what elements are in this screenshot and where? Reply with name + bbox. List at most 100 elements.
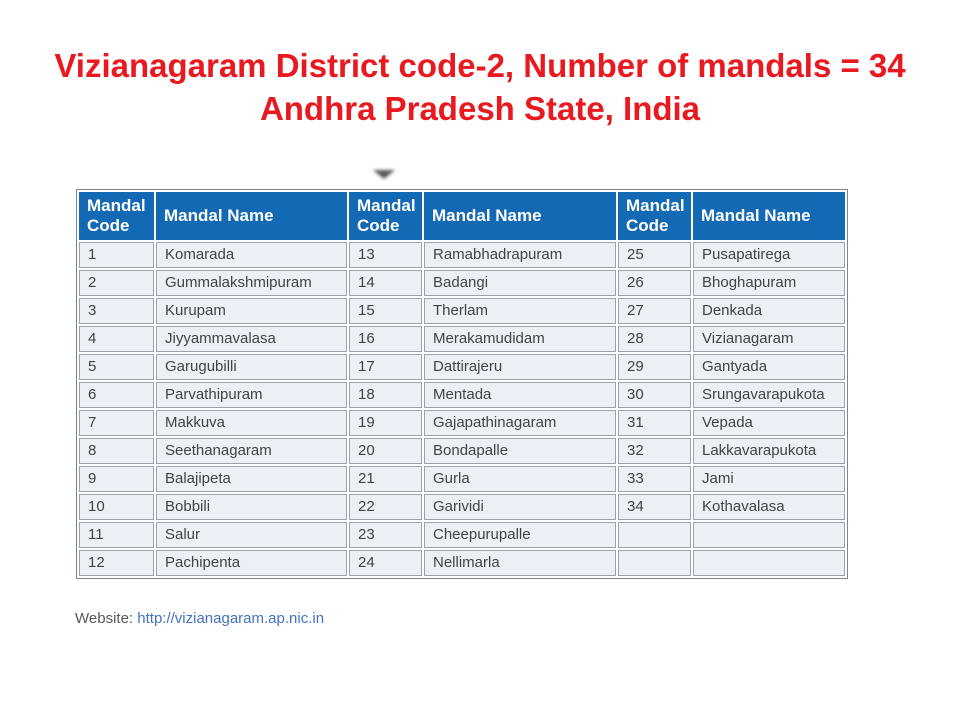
mandal-code-cell: [618, 522, 691, 548]
mandal-code-cell: 4: [79, 326, 154, 352]
mandal-code-cell: 12: [79, 550, 154, 576]
mandal-name-cell: Nellimarla: [424, 550, 616, 576]
mandal-name-cell: Badangi: [424, 270, 616, 296]
table-row: 1 Komarada 13 Ramabhadrapuram 25 Pusapat…: [79, 242, 845, 268]
mandal-name-cell: Jami: [693, 466, 845, 492]
cursor-arrow-artifact: [373, 170, 395, 179]
mandal-table: Mandal Code Mandal Name Mandal Code Mand…: [76, 189, 848, 579]
mandal-code-cell: 23: [349, 522, 422, 548]
mandal-code-cell: 1: [79, 242, 154, 268]
table-row: 8 Seethanagaram 20 Bondapalle 32 Lakkava…: [79, 438, 845, 464]
slide-title: Vizianagaram District code-2, Number of …: [0, 44, 960, 130]
mandal-name-cell: Vizianagaram: [693, 326, 845, 352]
mandal-code-cell: 30: [618, 382, 691, 408]
mandal-code-cell: 34: [618, 494, 691, 520]
header-mandal-code-3: Mandal Code: [618, 192, 691, 240]
table-row: 9 Balajipeta 21 Gurla 33 Jami: [79, 466, 845, 492]
table-row: 4 Jiyyammavalasa 16 Merakamudidam 28 Viz…: [79, 326, 845, 352]
mandal-name-cell: Kothavalasa: [693, 494, 845, 520]
table-row: 6 Parvathipuram 18 Mentada 30 Srungavara…: [79, 382, 845, 408]
table-row: 7 Makkuva 19 Gajapathinagaram 31 Vepada: [79, 410, 845, 436]
table-row: 10 Bobbili 22 Garividi 34 Kothavalasa: [79, 494, 845, 520]
mandal-code-cell: 14: [349, 270, 422, 296]
mandal-name-cell: Gajapathinagaram: [424, 410, 616, 436]
mandal-name-cell: Dattirajeru: [424, 354, 616, 380]
mandal-name-cell: Ramabhadrapuram: [424, 242, 616, 268]
table-header-row: Mandal Code Mandal Name Mandal Code Mand…: [79, 192, 845, 240]
mandal-name-cell: Merakamudidam: [424, 326, 616, 352]
table-row: 12 Pachipenta 24 Nellimarla: [79, 550, 845, 576]
mandal-name-cell: Komarada: [156, 242, 347, 268]
mandal-name-cell: Vepada: [693, 410, 845, 436]
mandal-code-cell: 33: [618, 466, 691, 492]
table-row: 5 Garugubilli 17 Dattirajeru 29 Gantyada: [79, 354, 845, 380]
website-label: Website:: [75, 610, 134, 627]
mandal-name-cell: Bondapalle: [424, 438, 616, 464]
mandal-name-cell: Pachipenta: [156, 550, 347, 576]
header-mandal-code-2: Mandal Code: [349, 192, 422, 240]
table-row: 3 Kurupam 15 Therlam 27 Denkada: [79, 298, 845, 324]
mandal-name-cell: Parvathipuram: [156, 382, 347, 408]
mandal-code-cell: 13: [349, 242, 422, 268]
mandal-code-cell: 31: [618, 410, 691, 436]
mandal-name-cell: Balajipeta: [156, 466, 347, 492]
mandal-code-cell: 3: [79, 298, 154, 324]
website-link[interactable]: http://vizianagaram.ap.nic.in: [137, 610, 325, 627]
mandal-name-cell: [693, 550, 845, 576]
mandal-code-cell: 16: [349, 326, 422, 352]
mandal-name-cell: Gurla: [424, 466, 616, 492]
header-mandal-name-3: Mandal Name: [693, 192, 845, 240]
mandal-code-cell: 6: [79, 382, 154, 408]
mandal-code-cell: 29: [618, 354, 691, 380]
mandal-name-cell: [693, 522, 845, 548]
mandal-name-cell: Seethanagaram: [156, 438, 347, 464]
mandal-code-cell: 26: [618, 270, 691, 296]
title-line-2: Andhra Pradesh State, India: [259, 90, 701, 127]
mandal-code-cell: 24: [349, 550, 422, 576]
header-mandal-name-1: Mandal Name: [156, 192, 347, 240]
mandal-code-cell: 11: [79, 522, 154, 548]
title-line-1: Vizianagaram District code-2, Number of …: [54, 47, 906, 84]
mandal-code-cell: 10: [79, 494, 154, 520]
mandal-code-cell: 32: [618, 438, 691, 464]
mandal-name-cell: Therlam: [424, 298, 616, 324]
mandal-name-cell: Makkuva: [156, 410, 347, 436]
mandal-code-cell: 25: [618, 242, 691, 268]
mandal-name-cell: Srungavarapukota: [693, 382, 845, 408]
mandal-name-cell: Gummalakshmipuram: [156, 270, 347, 296]
mandal-name-cell: Denkada: [693, 298, 845, 324]
mandal-code-cell: 9: [79, 466, 154, 492]
header-mandal-code-1: Mandal Code: [79, 192, 154, 240]
mandal-name-cell: Jiyyammavalasa: [156, 326, 347, 352]
mandal-name-cell: Salur: [156, 522, 347, 548]
mandal-code-cell: 8: [79, 438, 154, 464]
mandal-code-cell: 22: [349, 494, 422, 520]
mandal-code-cell: 28: [618, 326, 691, 352]
table-row: 2 Gummalakshmipuram 14 Badangi 26 Bhogha…: [79, 270, 845, 296]
website-line: Website: http://vizianagaram.ap.nic.in: [75, 610, 324, 627]
mandal-name-cell: Mentada: [424, 382, 616, 408]
mandal-code-cell: 27: [618, 298, 691, 324]
mandal-name-cell: Pusapatirega: [693, 242, 845, 268]
mandal-name-cell: Gantyada: [693, 354, 845, 380]
mandal-code-cell: 18: [349, 382, 422, 408]
mandal-code-cell: 2: [79, 270, 154, 296]
mandal-code-cell: 7: [79, 410, 154, 436]
mandal-name-cell: Cheepurupalle: [424, 522, 616, 548]
mandal-name-cell: Bhoghapuram: [693, 270, 845, 296]
mandal-name-cell: Bobbili: [156, 494, 347, 520]
mandal-code-cell: 15: [349, 298, 422, 324]
table-row: 11 Salur 23 Cheepurupalle: [79, 522, 845, 548]
mandal-code-cell: [618, 550, 691, 576]
mandal-name-cell: Kurupam: [156, 298, 347, 324]
mandal-code-cell: 20: [349, 438, 422, 464]
mandal-name-cell: Garividi: [424, 494, 616, 520]
header-mandal-name-2: Mandal Name: [424, 192, 616, 240]
mandal-code-cell: 5: [79, 354, 154, 380]
mandal-code-cell: 19: [349, 410, 422, 436]
mandal-name-cell: Lakkavarapukota: [693, 438, 845, 464]
mandal-code-cell: 21: [349, 466, 422, 492]
mandal-code-cell: 17: [349, 354, 422, 380]
mandal-name-cell: Garugubilli: [156, 354, 347, 380]
